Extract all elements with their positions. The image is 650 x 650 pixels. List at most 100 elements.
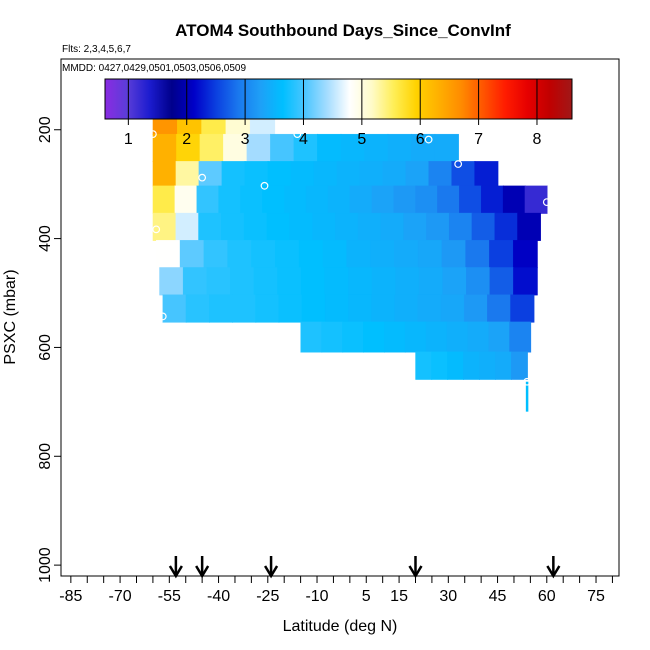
- heatmap-cell: [175, 161, 200, 187]
- heatmap-cell: [335, 212, 359, 241]
- heatmap-cell: [221, 161, 246, 187]
- heatmap-cell: [403, 212, 428, 241]
- x-axis-title: Latitude (deg N): [283, 618, 398, 635]
- heatmap-cell: [230, 267, 255, 296]
- heatmap-cell: [348, 267, 373, 296]
- heatmap-cell: [267, 161, 292, 187]
- heatmap-cell: [417, 240, 443, 269]
- heatmap-cell: [206, 267, 231, 296]
- x-tick-label: 15: [390, 588, 408, 605]
- y-axis: 200 400 600 800 1000: [37, 116, 61, 583]
- heatmap-cell: [415, 351, 433, 380]
- heatmap-cell: [336, 161, 361, 187]
- flight-arrow-head: [546, 565, 561, 579]
- heatmap-cell: [182, 267, 208, 296]
- heatmap-cell: [312, 212, 336, 241]
- heatmap-cell: [176, 133, 201, 163]
- x-tick-label: 60: [538, 588, 556, 605]
- heatmap-cell: [479, 351, 496, 380]
- chart-title: ATOM4 Southbound Days_Since_ConvInf: [175, 21, 511, 40]
- x-tick-label: -70: [109, 588, 132, 605]
- sample-markers: [149, 130, 551, 386]
- heatmap-cell: [447, 351, 465, 380]
- x-axis: -85 -70 -55 -40 -25 -10 5 15 30 45 60 75: [59, 576, 613, 605]
- y-axis-title: PSXC (mbar): [2, 269, 19, 364]
- heatmap-cell: [425, 321, 448, 353]
- heatmap-cell: [346, 240, 372, 269]
- heatmap-cell: [387, 133, 412, 163]
- sample-marker: [293, 130, 302, 139]
- heatmap-cell: [162, 294, 187, 323]
- sample-marker: [454, 160, 463, 168]
- heatmap-cell: [502, 185, 526, 214]
- heatmap-cell: [277, 267, 302, 296]
- sample-marker: [152, 225, 161, 234]
- colorbar-tick-label: 3: [241, 131, 250, 148]
- heatmap-cell: [348, 294, 373, 323]
- heatmap-cell: [218, 185, 242, 214]
- heatmap-cell: [324, 267, 349, 296]
- colorbar-tick-label: 8: [533, 131, 542, 148]
- heatmap-cell: [463, 294, 489, 323]
- heatmap-cell: [394, 240, 419, 269]
- sample-marker: [542, 198, 551, 207]
- heatmap-cell: [405, 161, 430, 187]
- heatmap-cell: [511, 351, 528, 380]
- heatmap-cell: [185, 294, 210, 323]
- colorbar-tick-label: 7: [474, 131, 483, 148]
- heatmap-cell: [404, 321, 427, 353]
- x-tick-label: -10: [305, 588, 328, 605]
- heatmap-cell: [495, 351, 512, 380]
- heatmap-cell: [487, 294, 512, 323]
- heatmap-cell: [342, 321, 365, 353]
- heatmap-cell: [240, 185, 264, 214]
- flights-subtitle: Flts: 2,3,4,5,6,7: [62, 44, 131, 55]
- heatmap-cell: [371, 294, 396, 323]
- flight-arrows: [168, 556, 561, 579]
- heatmap-cell: [465, 240, 491, 269]
- heatmap-cell: [359, 161, 384, 187]
- heatmap-cell: [489, 240, 514, 269]
- heatmap-cell: [380, 212, 405, 241]
- heatmap-cell: [327, 185, 351, 214]
- heatmap-cell: [266, 212, 291, 241]
- heatmap-cell: [415, 185, 439, 214]
- heatmap-cell: [301, 294, 326, 323]
- y-tick-label: 600: [37, 334, 54, 361]
- sample-marker: [424, 135, 433, 144]
- heatmap-cell: [364, 133, 389, 163]
- sample-marker: [198, 173, 207, 182]
- heatmap-cell: [321, 321, 344, 353]
- heatmap-cell: [488, 321, 511, 353]
- heatmap-cell: [466, 267, 491, 296]
- heatmap-cell: [270, 133, 295, 163]
- y-tick-label: 1000: [37, 547, 54, 583]
- x-tick-label: -55: [158, 588, 181, 605]
- heatmap-cell: [370, 240, 395, 269]
- colorbar: [104, 78, 573, 120]
- plot-frame: [60, 58, 620, 577]
- heatmap-cell: [494, 212, 519, 241]
- heatmap-cell: [440, 294, 465, 323]
- heatmap-cell: [431, 351, 449, 380]
- colorbar-tick-label: 1: [124, 131, 133, 148]
- heatmap-cell: [246, 133, 272, 163]
- heatmap-cell: [293, 133, 319, 163]
- heatmap-cell: [174, 185, 198, 214]
- sample-marker: [158, 312, 167, 321]
- sample-marker: [260, 181, 269, 190]
- y-tick-label: 400: [37, 225, 54, 252]
- heatmap-cell: [255, 294, 280, 323]
- heatmap-cell: [305, 185, 329, 214]
- heatmap-cell: [442, 267, 467, 296]
- x-tick-label: 45: [489, 588, 507, 605]
- heatmap-cell: [152, 133, 178, 163]
- heatmap-cell: [513, 267, 538, 296]
- colorbar-tick-label: 5: [357, 131, 366, 148]
- heatmap-cell: [198, 212, 223, 241]
- heatmap-cell: [298, 240, 324, 269]
- heatmap-cell: [418, 267, 444, 296]
- heatmap-cell: [448, 212, 473, 241]
- heatmap-cell: [446, 321, 469, 353]
- heatmap-cell: [243, 212, 268, 241]
